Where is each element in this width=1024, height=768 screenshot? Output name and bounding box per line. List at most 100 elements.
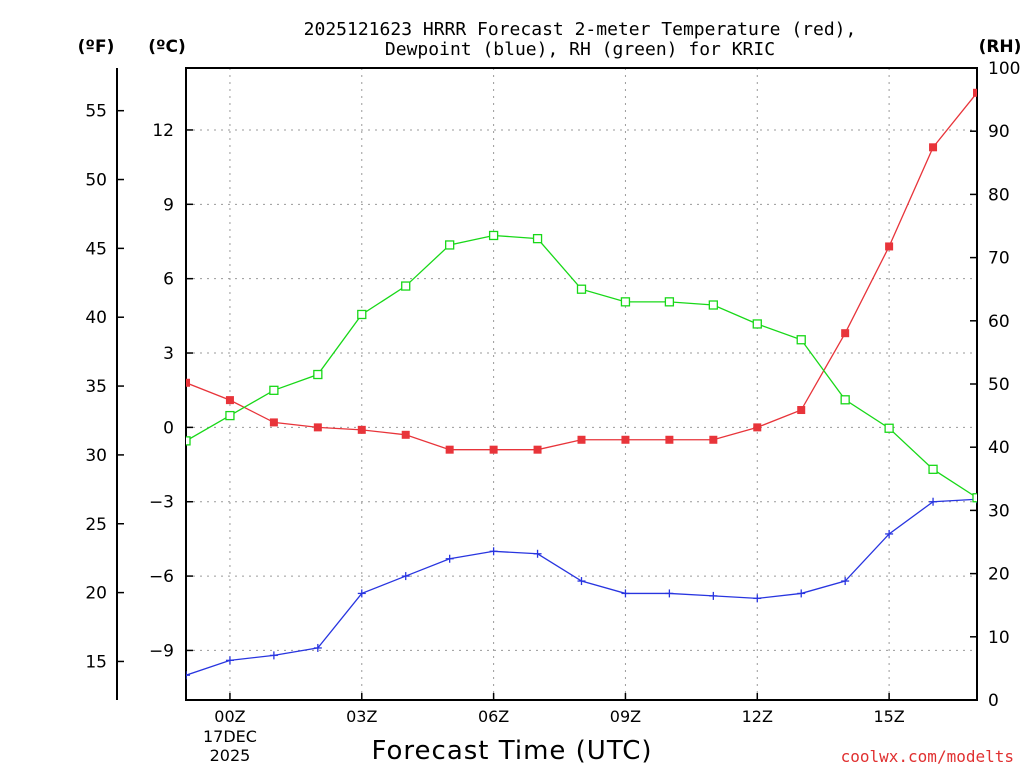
chart-title-line1: 2025121623 HRRR Forecast 2-meter Tempera… — [304, 19, 857, 40]
axes: 152025303540455055−9−6−30369120102030405… — [85, 59, 1020, 765]
fahrenheit-tick-label: 15 — [85, 652, 107, 672]
dewpoint-point — [186, 671, 190, 680]
rh-point — [186, 436, 191, 446]
temperature-point — [533, 445, 542, 454]
rh-point — [664, 297, 675, 307]
temperature-point — [489, 445, 498, 454]
x-tick-label: 00Z — [214, 707, 245, 726]
x-tick-label: 03Z — [346, 707, 377, 726]
rh-point — [840, 395, 850, 405]
rh-point — [972, 493, 977, 503]
temperature-point — [225, 396, 234, 405]
fahrenheit-tick-label: 35 — [85, 377, 107, 397]
temperature-point — [577, 435, 586, 444]
temperature-point — [973, 88, 977, 97]
dewpoint-point — [929, 497, 938, 506]
rh-tick-label: 50 — [988, 375, 1010, 395]
dewpoint-point — [225, 656, 234, 665]
temperature-point — [929, 143, 938, 152]
celsius-tick-label: −6 — [149, 567, 174, 587]
rh-point — [708, 300, 718, 310]
x-date-label: 17DEC — [203, 727, 257, 746]
dewpoint-point — [401, 572, 410, 581]
celsius-tick-label: −9 — [149, 641, 174, 661]
series-rh — [186, 230, 977, 503]
dewpoint-point — [797, 589, 806, 598]
rh-tick-label: 40 — [988, 438, 1010, 458]
rh-line — [186, 234, 977, 499]
rh-point — [401, 281, 411, 291]
rh-point — [928, 464, 938, 474]
x-tick-label: 09Z — [610, 707, 641, 726]
fahrenheit-unit-label: (ºF) — [78, 37, 115, 57]
celsius-unit-label: (ºC) — [148, 37, 186, 57]
fahrenheit-tick-label: 40 — [85, 308, 107, 328]
temperature-point — [621, 435, 630, 444]
rh-point — [576, 284, 587, 294]
temperature-point — [709, 435, 718, 444]
rh-tick-label: 60 — [988, 312, 1010, 332]
rh-point — [884, 423, 894, 433]
fahrenheit-tick-label: 20 — [85, 584, 107, 604]
x-date-label: 2025 — [210, 746, 251, 765]
rh-tick-label: 80 — [988, 185, 1010, 205]
dewpoint-point — [445, 554, 454, 563]
rh-point — [225, 410, 235, 421]
fahrenheit-tick-label: 30 — [85, 446, 107, 466]
temperature-line — [186, 92, 977, 451]
celsius-tick-label: 12 — [152, 121, 174, 141]
dewpoint-point — [753, 594, 762, 603]
dewpoint-point — [885, 529, 894, 538]
rh-tick-label: 0 — [988, 691, 999, 711]
grid-lines — [186, 68, 977, 700]
rh-tick-label: 90 — [988, 122, 1010, 142]
chart-title-line2: Dewpoint (blue), RH (green) for KRIC — [385, 39, 775, 60]
temperature-point — [885, 242, 894, 251]
dewpoint-point — [665, 589, 674, 598]
rh-point — [269, 385, 279, 395]
rh-point — [313, 369, 323, 380]
rh-unit-label: (RH) — [979, 37, 1022, 57]
rh-tick-label: 20 — [988, 565, 1010, 585]
temperature-point — [357, 425, 366, 434]
rh-point — [752, 319, 762, 329]
dewpoint-point — [709, 591, 718, 600]
temperature-point — [841, 329, 850, 338]
dewpoint-point — [489, 547, 498, 556]
rh-tick-label: 100 — [988, 59, 1020, 79]
temperature-point — [401, 430, 410, 439]
rh-tick-label: 10 — [988, 628, 1010, 648]
dewpoint-point — [313, 643, 322, 652]
temperature-point — [186, 378, 190, 387]
temperature-point — [313, 423, 322, 432]
rh-point — [445, 240, 455, 250]
temperature-point — [269, 418, 278, 427]
temperature-point — [753, 423, 762, 432]
rh-tick-label: 30 — [988, 501, 1010, 521]
fahrenheit-tick-label: 45 — [85, 239, 107, 259]
rh-point — [796, 335, 806, 345]
plot-frame — [185, 67, 978, 701]
series-layer — [186, 88, 977, 680]
dewpoint-line — [186, 498, 977, 676]
fahrenheit-tick-label: 25 — [85, 515, 107, 535]
rh-point — [488, 230, 499, 241]
celsius-tick-label: 3 — [163, 344, 174, 364]
dewpoint-point — [533, 549, 542, 558]
dewpoint-point — [269, 651, 278, 660]
series-dewpoint — [186, 495, 977, 680]
celsius-tick-label: 0 — [163, 418, 174, 438]
rh-point — [532, 233, 543, 244]
watermark: coolwx.com/modelts — [841, 747, 1014, 766]
dewpoint-point — [357, 589, 366, 598]
celsius-tick-label: 6 — [163, 270, 174, 290]
dewpoint-point — [577, 577, 586, 586]
temperature-point — [665, 435, 674, 444]
celsius-tick-label: −3 — [149, 493, 174, 513]
temperature-point — [797, 406, 806, 415]
rh-point — [620, 297, 631, 307]
temperature-point — [445, 445, 454, 454]
x-tick-label: 06Z — [478, 707, 509, 726]
dewpoint-point — [841, 577, 850, 586]
